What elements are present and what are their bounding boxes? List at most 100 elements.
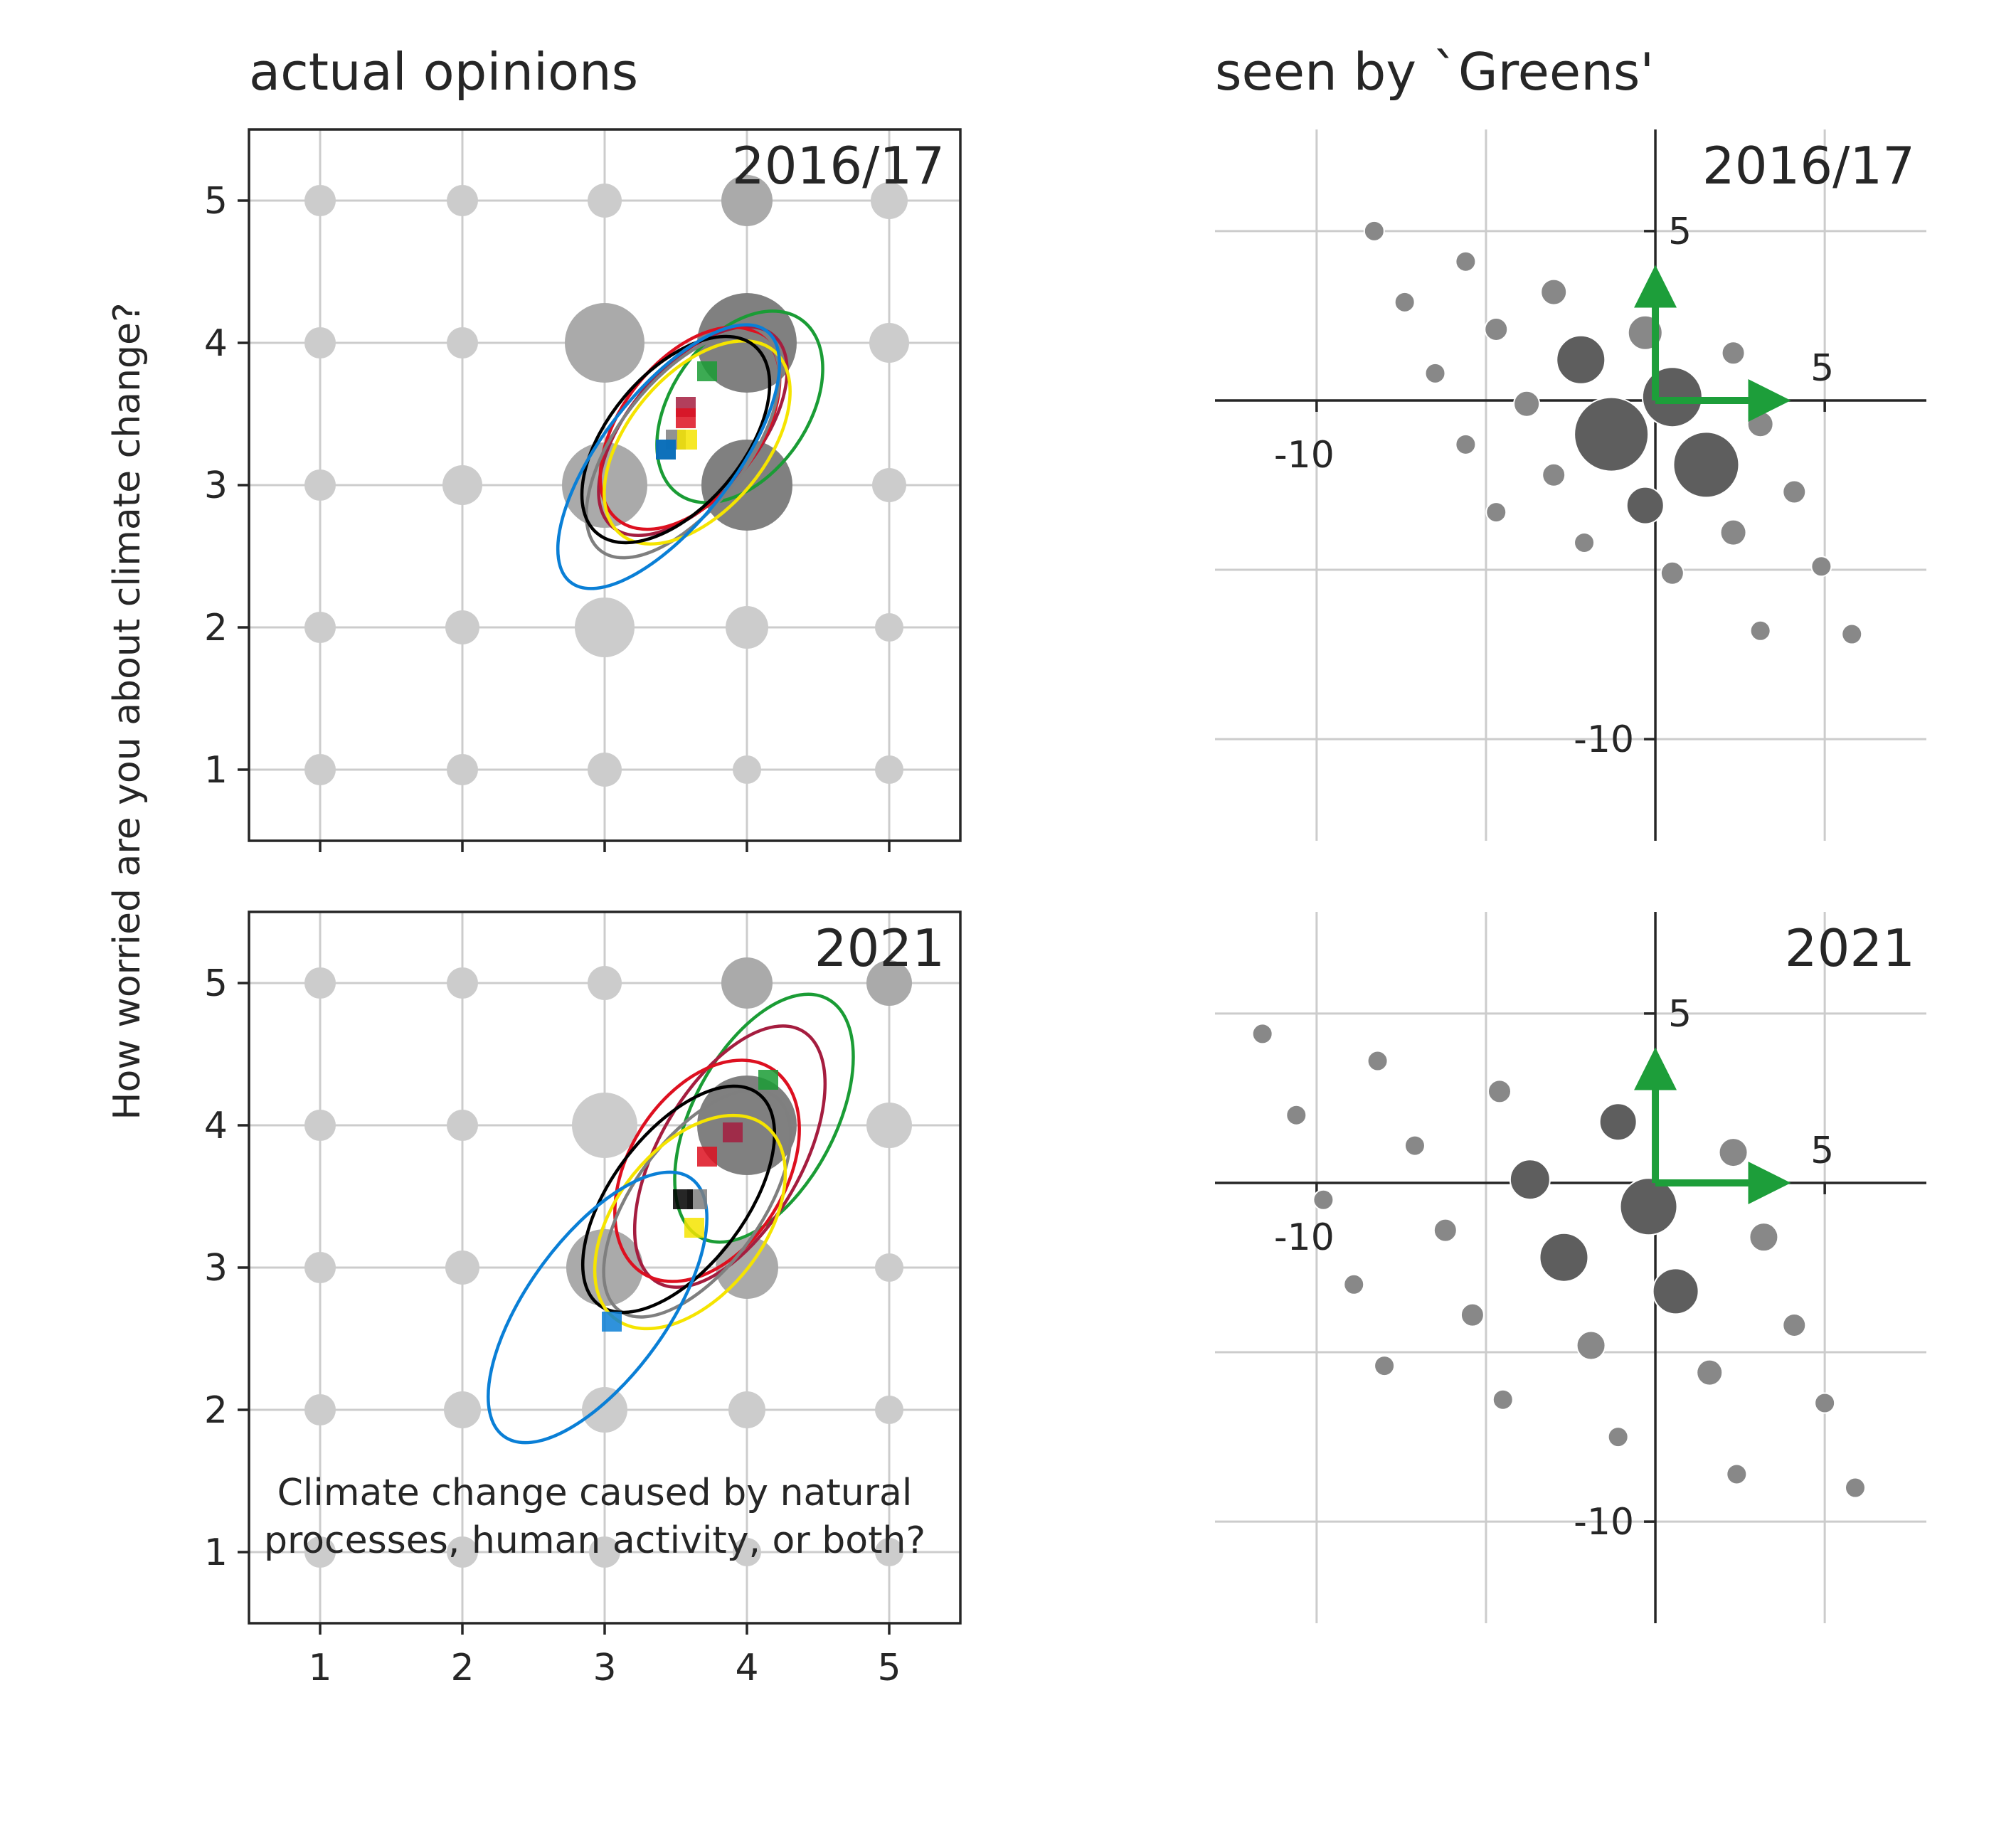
bubble-point [701, 440, 792, 531]
embedded-point [1424, 362, 1446, 384]
embedded-point [1251, 1023, 1273, 1045]
panel-year-label: 2021 [815, 918, 945, 978]
panel-actual-2016: 1 2 3 4 5 2016/17 [204, 128, 962, 852]
embedded-point [1542, 462, 1566, 487]
group-ellipse [585, 331, 781, 560]
embedded-point [1719, 519, 1747, 546]
basis-arrow-head [1748, 1161, 1791, 1204]
bubble-point [588, 753, 622, 787]
embedded-point [1492, 1388, 1514, 1411]
embedded-point [1455, 433, 1477, 455]
embedded-point [1484, 317, 1509, 341]
embedded-point [1660, 561, 1685, 585]
bubble-point [304, 1394, 336, 1425]
bubble-point [447, 754, 478, 785]
embedded-point [1672, 431, 1740, 499]
bubble-point [872, 468, 906, 502]
basis-arrow-head [1634, 1047, 1677, 1090]
y-tick-label: 4 [204, 322, 228, 365]
bubble-point [304, 1536, 336, 1568]
embedded-point [1487, 1079, 1512, 1104]
bubble-point [304, 469, 336, 501]
bubble-point [304, 327, 336, 359]
embedded-point [1513, 390, 1541, 418]
embedded-point [1845, 1477, 1866, 1499]
embedded-point [1394, 291, 1416, 313]
group-ellipse [632, 1024, 827, 1289]
embedded-point [1404, 1135, 1426, 1157]
bubble-point [875, 755, 903, 784]
embedded-point [1363, 220, 1385, 242]
panel-year-label: 2016/17 [732, 136, 945, 196]
embedded-point [1749, 1222, 1779, 1253]
group-ellipse [613, 1058, 801, 1283]
bubble-point [447, 967, 478, 999]
group-ellipse [580, 334, 772, 545]
bubble-point [871, 182, 908, 219]
bubble-point [304, 754, 336, 785]
x-tick-label: 1 [308, 1647, 331, 1689]
embedded-point [1539, 1232, 1589, 1283]
embedded-point [1598, 1103, 1638, 1142]
embedded-point [1460, 1302, 1485, 1327]
embedded-point [1782, 1312, 1807, 1337]
left-column-title: actual opinions [249, 42, 638, 102]
bubble-point [447, 1536, 478, 1568]
embedded-point [1343, 1273, 1365, 1295]
y-tick-label: 3 [204, 464, 228, 507]
embedded-point [1574, 531, 1596, 553]
bubble-point [866, 1103, 912, 1148]
y-tick-label: 4 [204, 1105, 228, 1147]
group-ellipse [602, 1088, 792, 1319]
embedded-point [1625, 486, 1665, 525]
bubble-point [733, 1538, 761, 1566]
y-tick-label: 5 [1668, 993, 1692, 1036]
embedded-point [1285, 1104, 1307, 1126]
y-tick-label: 1 [204, 749, 228, 792]
basis-arrow-head [1634, 265, 1677, 308]
bubble-point [875, 1253, 903, 1282]
group-mean-marker [723, 1122, 743, 1142]
y-tick-label: 5 [1668, 211, 1692, 253]
group-mean-marker [684, 1218, 704, 1238]
x-tick-label: -10 [1274, 1216, 1335, 1259]
bubble-point [442, 465, 482, 505]
x-tick-label: 5 [1810, 1130, 1834, 1172]
y-tick-label: -10 [1574, 718, 1634, 761]
group-ellipse [580, 1084, 777, 1315]
embedded-point [1810, 556, 1832, 578]
group-ellipse [487, 1170, 709, 1445]
bubble-point [445, 1250, 479, 1285]
group-ellipse [603, 339, 792, 546]
x-tick-label: -10 [1274, 434, 1335, 477]
bubble-point [588, 966, 622, 1000]
bubble-point [875, 613, 903, 642]
bubble-point [582, 1387, 627, 1433]
y-tick-label: -10 [1574, 1501, 1634, 1544]
y-tick-label: 1 [204, 1531, 228, 1574]
embedded-point [1721, 341, 1746, 366]
basis-arrow-head [1748, 378, 1791, 422]
bubble-point [304, 612, 336, 643]
embedded-point [1574, 396, 1650, 472]
embedded-point [1312, 1189, 1335, 1211]
group-mean-marker [697, 361, 717, 381]
embedded-point [1367, 1050, 1389, 1072]
x-tick-label: 4 [735, 1647, 758, 1689]
panel-greens-2021: -10 5 5 -10 2021 [1215, 912, 1926, 1623]
bubble-point [304, 1252, 336, 1283]
group-ellipse [556, 323, 782, 590]
embedded-point [1726, 1463, 1748, 1485]
bubble-point [447, 1110, 478, 1141]
embedded-point [1374, 1355, 1396, 1377]
bubble-point [444, 1391, 481, 1428]
embedded-point [1619, 1177, 1678, 1236]
x-axis-label-line-1: Climate change caused by natural [277, 1472, 913, 1514]
y-tick-label: 3 [204, 1247, 228, 1290]
embedded-point [1652, 1268, 1699, 1315]
embedded-point [1433, 1218, 1458, 1243]
group-mean-marker [673, 1189, 693, 1209]
panel-year-label: 2021 [1785, 918, 1915, 978]
x-tick-label: 2 [450, 1647, 474, 1689]
